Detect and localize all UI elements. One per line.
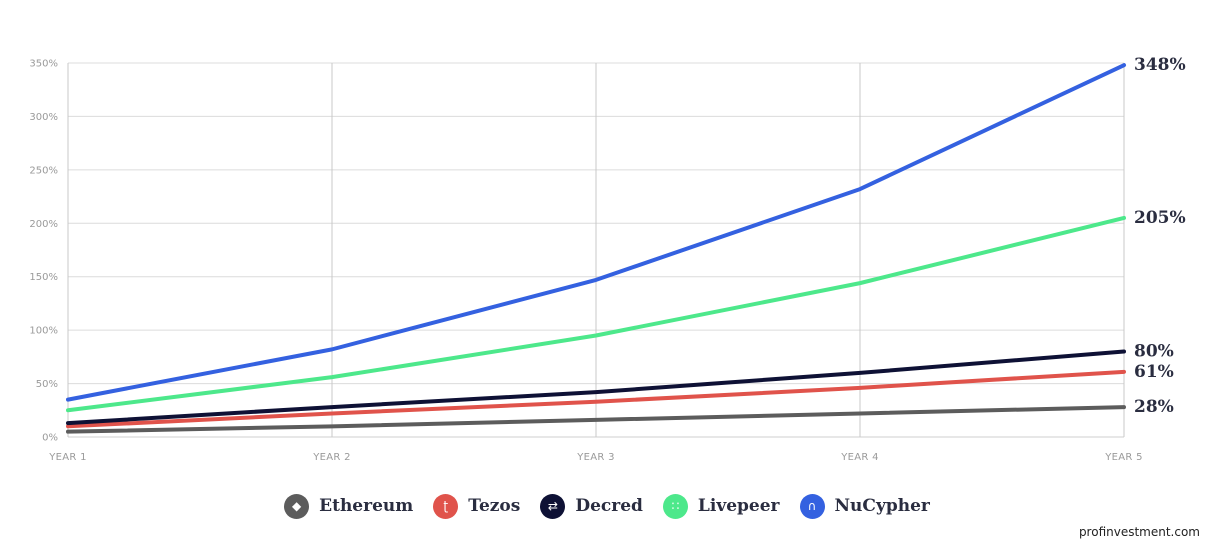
- legend-label: Livepeer: [697, 496, 780, 516]
- y-tick-label: 150%: [29, 272, 58, 283]
- legend-item-livepeer: ∷ Livepeer: [662, 493, 780, 519]
- series-lines: [66, 63, 1126, 434]
- y-tick-label: 50%: [36, 379, 58, 390]
- nucypher-icon: ∩: [799, 493, 825, 519]
- chart-grid: [67, 62, 1125, 438]
- x-tick-label: YEAR 2: [312, 452, 351, 463]
- ethereum-icon: ◆: [284, 493, 310, 519]
- livepeer-icon: ∷: [662, 493, 688, 519]
- end-label-ethereum: 28%: [1134, 397, 1174, 417]
- y-tick-label: 200%: [29, 219, 58, 230]
- legend-item-decred: ⇄ Decred: [540, 493, 643, 519]
- series-line-tezos: [66, 369, 1126, 429]
- y-tick-label: 100%: [29, 326, 58, 337]
- series-line-livepeer: [66, 215, 1126, 413]
- end-label-nucypher: 348%: [1134, 55, 1186, 75]
- y-tick-label: 250%: [29, 165, 58, 176]
- x-tick-label: YEAR 1: [48, 452, 87, 463]
- x-tick-label: YEAR 4: [840, 452, 879, 463]
- end-labels: 28% 61%80% 205% 348%: [1134, 55, 1186, 417]
- x-tick-label: YEAR 5: [1104, 452, 1143, 463]
- legend-label: Ethereum: [319, 496, 414, 516]
- decred-icon: ⇄: [540, 493, 566, 519]
- legend-item-nucypher: ∩ NuCypher: [799, 493, 930, 519]
- legend-label: NuCypher: [834, 496, 930, 516]
- end-label-decred: 80%: [1134, 342, 1174, 362]
- y-tick-label: 350%: [29, 59, 58, 70]
- watermark: profinvestment.com: [1078, 525, 1200, 539]
- end-label-livepeer: 205%: [1134, 208, 1186, 228]
- chart-legend: ◆ Ethereum ʈ Tezos ⇄ Decred ∷ Livepeer ∩ NuCypher: [0, 490, 1214, 522]
- end-label-tezos: 61%: [1134, 362, 1174, 382]
- x-axis: YEAR 1 YEAR 2 YEAR 3 YEAR 4 YEAR 5: [48, 452, 1143, 463]
- y-tick-label: 0%: [42, 433, 58, 444]
- y-axis: 0% 50% 100% 150% 200% 250% 300% 350%: [29, 59, 58, 444]
- series-line-nucypher: [66, 63, 1126, 402]
- series-line-ethereum: [66, 405, 1126, 434]
- tezos-icon: ʈ: [433, 493, 459, 519]
- x-tick-label: YEAR 3: [576, 452, 615, 463]
- legend-item-ethereum: ◆ Ethereum: [284, 493, 414, 519]
- series-line-decred: [66, 349, 1126, 426]
- line-chart: 0%50%100%150%200%250%300%350% YEAR 1 YEAR…: [29, 55, 1186, 463]
- legend-item-tezos: ʈ Tezos: [433, 493, 521, 519]
- legend-label: Decred: [575, 496, 643, 516]
- y-tick-label: 300%: [29, 112, 58, 123]
- legend-label: Tezos: [468, 496, 521, 516]
